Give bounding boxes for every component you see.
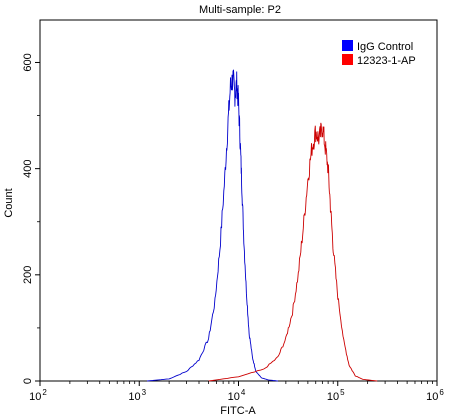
- x-tick-label-2: 103: [128, 388, 146, 403]
- chart-title: Multi-sample: P2: [199, 4, 281, 16]
- legend: IgG Control 12323-1-AP: [342, 40, 416, 67]
- x-tick-exponent-5: 6: [439, 388, 444, 397]
- y-axis-label: Count: [3, 188, 15, 217]
- x-tick-label-5: 106: [426, 388, 444, 403]
- x-tick-label-3: 104: [228, 388, 246, 403]
- y-tick-label-2: 200: [22, 266, 34, 284]
- x-tick-exponent-4: 5: [340, 388, 345, 397]
- x-tick-label-1: 102: [29, 388, 47, 403]
- x-axis-label: FITC-A: [220, 405, 256, 417]
- x-tick-label-4: 105: [327, 388, 345, 403]
- legend-label-1: IgG Control: [357, 41, 413, 53]
- x-tick-exponent-2: 3: [142, 388, 147, 397]
- y-tick-label-1: 0: [22, 378, 34, 384]
- x-axis: 102 103 104 105 106: [29, 381, 444, 403]
- series-line-1: [147, 69, 279, 382]
- legend-swatch-2: [342, 54, 353, 65]
- legend-swatch-1: [342, 40, 353, 51]
- y-tick-label-3: 400: [22, 159, 34, 177]
- plot-area: [39, 19, 438, 382]
- y-tick-label-4: 600: [22, 53, 34, 71]
- series-line-2: [208, 122, 378, 382]
- legend-label-2: 12323-1-AP: [357, 55, 416, 67]
- x-tick-exponent-3: 4: [241, 388, 246, 397]
- plot-frame: [39, 19, 438, 382]
- x-tick-exponent-1: 2: [42, 388, 47, 397]
- y-axis: 0 200 400 600: [22, 53, 40, 384]
